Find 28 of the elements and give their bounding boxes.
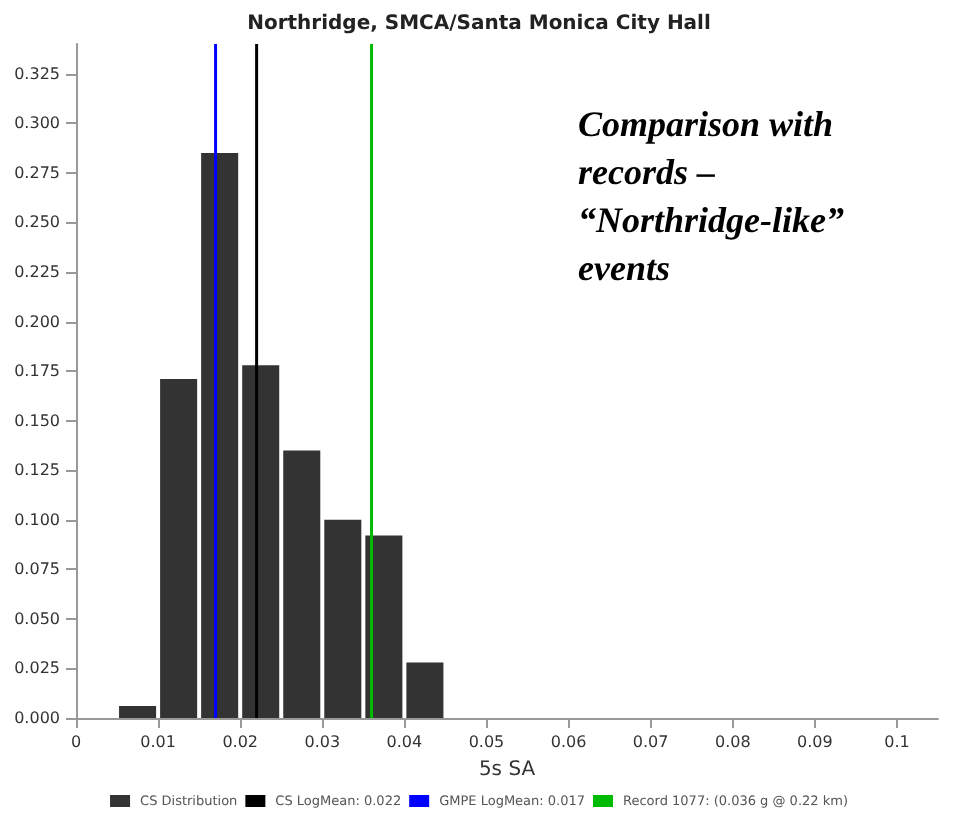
x-tick-label: 0 xyxy=(70,733,82,751)
x-tick-label: 0.07 xyxy=(632,733,669,751)
y-tick-label: 0.075 xyxy=(14,560,60,579)
y-tick-label: 0.150 xyxy=(14,411,60,430)
y-tick-label: 0.225 xyxy=(14,262,60,281)
y-tick-label: 0.000 xyxy=(14,709,60,727)
x-tick-label: 0.06 xyxy=(550,733,587,751)
x-tick-label: 0.09 xyxy=(797,733,833,751)
y-tick-label: 0.200 xyxy=(14,312,60,331)
x-tick-label: 0.03 xyxy=(304,733,341,751)
y-tick-label: 0.325 xyxy=(14,64,60,83)
x-tick-label: 0.1 xyxy=(884,733,910,751)
y-tick-label: 0.175 xyxy=(14,362,60,381)
y-tick-label: 0.275 xyxy=(14,163,60,182)
x-tick-label: 0.01 xyxy=(140,733,176,751)
y-tick-label: 0.025 xyxy=(14,659,60,678)
y-tick-label: 0.300 xyxy=(14,114,60,133)
chart-title: Northridge, SMCA/Santa Monica City Hall xyxy=(247,13,711,35)
x-tick-label: 0.02 xyxy=(222,733,258,751)
annotation: Comparison with records – “Northridge-like” events xyxy=(578,104,853,288)
x-tick-label: 0.04 xyxy=(386,733,423,751)
y-tick-label: 0.100 xyxy=(14,510,60,529)
y-tick-label: 0.050 xyxy=(14,609,60,628)
y-tick-label: 0.250 xyxy=(14,213,60,232)
y-tick-label: 0.125 xyxy=(14,461,60,480)
x-tick-label: 0.08 xyxy=(714,733,751,751)
x-tick-label: 0.05 xyxy=(468,733,505,751)
x-axis-title: 5s SA xyxy=(478,758,536,781)
